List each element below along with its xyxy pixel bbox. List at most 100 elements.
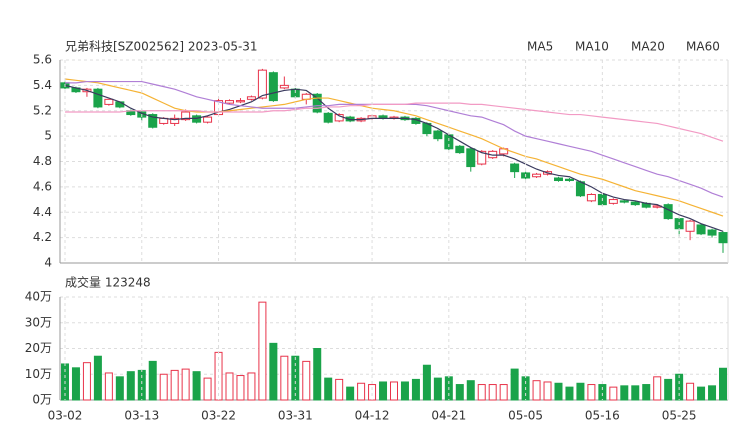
- legend-label: MA5: [527, 40, 553, 54]
- volume-bar: [71, 367, 80, 401]
- volume-bar: [302, 360, 311, 401]
- volume-bar: [126, 371, 135, 401]
- y-tick-label: 5: [44, 129, 52, 143]
- candle-body: [696, 224, 706, 235]
- candle-body: [312, 93, 322, 113]
- candle-body: [433, 130, 443, 140]
- candle-body: [564, 178, 574, 182]
- volume-bar: [664, 378, 673, 401]
- y-tick-label: 20万: [25, 341, 52, 355]
- candle-body: [203, 116, 213, 123]
- legend-label: MA20: [631, 40, 665, 54]
- volume-bar: [708, 385, 717, 401]
- candle-body: [554, 177, 563, 182]
- x-tick-label: 05-25: [662, 409, 697, 423]
- y-tick-label: 4.6: [33, 179, 52, 193]
- candle-body: [707, 229, 717, 236]
- volume-bar: [642, 384, 651, 401]
- volume-bar: [181, 368, 190, 401]
- candle-body: [93, 88, 103, 108]
- x-tick-label: 03-02: [48, 409, 83, 423]
- x-tick-label: 05-05: [508, 409, 543, 423]
- volume-bar: [631, 385, 640, 401]
- candle-body: [115, 101, 125, 108]
- candle-body: [323, 112, 333, 123]
- candle-body: [619, 200, 629, 203]
- volume-bar: [455, 384, 464, 401]
- legend-label: MA10: [575, 40, 609, 54]
- volume-bar: [225, 372, 234, 401]
- volume-bar: [93, 355, 102, 401]
- candle-body: [148, 114, 158, 128]
- volume-bar: [587, 384, 596, 401]
- y-tick-label: 10万: [25, 367, 52, 381]
- candle-body: [608, 199, 618, 204]
- candle-body: [181, 111, 191, 121]
- candle-body: [246, 96, 256, 100]
- volume-bar: [554, 382, 563, 401]
- volume-bar: [170, 369, 179, 401]
- candle-body: [532, 173, 542, 178]
- legend-label: MA60: [686, 40, 720, 54]
- candle-body: [685, 220, 695, 232]
- chart-title: 兄弟科技[SZ002562] 2023-05-31: [65, 40, 258, 54]
- candle-body: [477, 150, 487, 165]
- y-tick-label: 4.4: [33, 205, 52, 219]
- y-tick-label: 5.2: [33, 103, 52, 117]
- volume-bar: [422, 364, 431, 401]
- volume-bar: [236, 375, 245, 401]
- volume-bar: [324, 377, 333, 401]
- candle-body: [257, 69, 267, 99]
- volume-bar: [576, 382, 585, 401]
- y-tick-label: 5.6: [33, 53, 52, 67]
- candle-body: [192, 115, 202, 123]
- volume-bar: [543, 381, 552, 401]
- candle-body: [575, 181, 585, 197]
- volume-bar: [653, 376, 662, 401]
- ma-line: [65, 102, 724, 142]
- candle-body: [279, 84, 289, 89]
- candle-body: [455, 145, 465, 154]
- x-tick-label: 05-16: [585, 409, 620, 423]
- volume-bar: [510, 368, 519, 401]
- candle-body: [718, 232, 728, 244]
- candle-body: [225, 100, 234, 104]
- volume-title: 成交量 123248: [65, 275, 151, 290]
- candle-body: [235, 100, 245, 103]
- volume-bar: [346, 386, 355, 401]
- volume-bar: [203, 377, 212, 401]
- y-tick-label: 40万: [25, 290, 52, 304]
- y-tick-label: 0万: [32, 393, 52, 407]
- x-tick-label: 04-21: [431, 409, 466, 423]
- volume-bar: [368, 384, 377, 401]
- volume-bar: [532, 380, 541, 401]
- y-tick-label: 5.4: [33, 78, 52, 92]
- candle-body: [586, 193, 596, 202]
- volume-bar: [697, 386, 706, 401]
- volume-bar: [390, 381, 398, 401]
- candle-body: [510, 163, 520, 173]
- volume-bar: [499, 384, 508, 401]
- volume-bar: [719, 367, 727, 401]
- volume-bar: [148, 360, 157, 401]
- volume-bar: [477, 384, 486, 401]
- volume-bar: [258, 301, 267, 401]
- candle-body: [268, 72, 278, 102]
- volume-bar: [82, 362, 91, 401]
- volume-bar: [269, 342, 278, 401]
- volume-bar: [357, 382, 366, 401]
- x-tick-label: 03-13: [124, 409, 159, 423]
- x-tick-label: 03-22: [201, 409, 236, 423]
- y-tick-label: 4.8: [33, 154, 52, 168]
- candle-body: [104, 98, 114, 105]
- volume-bar: [400, 381, 409, 401]
- volume-bar: [379, 381, 388, 401]
- volume-bar: [115, 376, 124, 401]
- ma-line: [64, 84, 724, 232]
- volume-bar: [104, 372, 113, 401]
- ma-line: [64, 78, 724, 217]
- volume-bar: [335, 378, 344, 401]
- y-tick-label: 30万: [25, 315, 52, 329]
- x-tick-label: 03-31: [278, 409, 313, 423]
- x-tick-label: 04-12: [355, 409, 390, 423]
